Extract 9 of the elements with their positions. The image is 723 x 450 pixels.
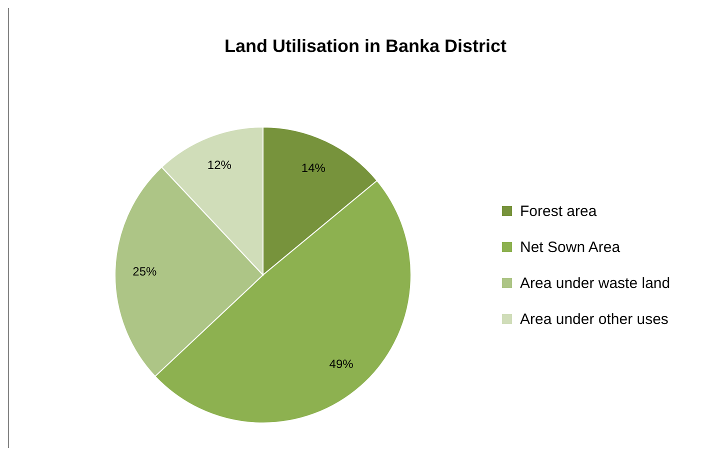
- chart-title: Land Utilisation in Banka District: [223, 36, 508, 57]
- legend-label: Net Sown Area: [520, 238, 620, 256]
- data-label: 12%: [207, 158, 232, 172]
- data-label: 14%: [301, 160, 326, 175]
- data-label: 25%: [132, 264, 157, 278]
- legend-label: Area under other uses: [520, 310, 668, 328]
- legend-label: Area under waste land: [520, 274, 670, 292]
- data-label: 49%: [329, 356, 354, 371]
- legend-label: Forest area: [520, 202, 597, 220]
